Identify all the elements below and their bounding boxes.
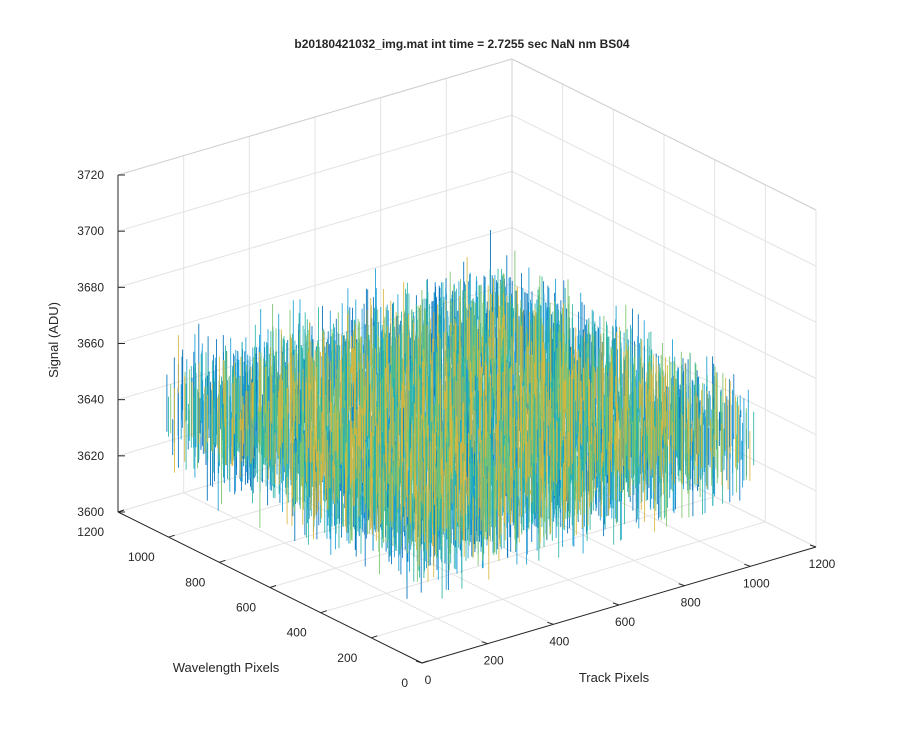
x-tick-label: 1000 xyxy=(743,576,770,590)
y-tick-label: 600 xyxy=(236,601,256,615)
surface-data xyxy=(166,230,755,599)
z-tick-label: 3620 xyxy=(77,449,104,463)
z-tick-label: 3600 xyxy=(77,505,104,519)
back-wall-gridline-z xyxy=(117,170,513,288)
floor-gridline-y xyxy=(269,471,665,588)
side-wall-gridline-z xyxy=(511,170,817,323)
box-edge xyxy=(117,58,513,176)
y-tick xyxy=(421,660,429,664)
x-tick-label: 800 xyxy=(681,596,701,610)
y-tick xyxy=(219,559,226,563)
z-tick-label: 3720 xyxy=(77,168,104,182)
x-tick xyxy=(612,602,620,606)
y-tick-label: 1000 xyxy=(128,550,155,564)
x-tick-label: 600 xyxy=(615,615,635,629)
y-tick xyxy=(269,585,277,588)
y-tick-label: 1200 xyxy=(77,525,104,539)
x-tick xyxy=(809,544,817,548)
y-tick xyxy=(371,635,378,639)
side-wall-gridline-z xyxy=(511,114,817,267)
side-wall-gridline-z xyxy=(511,227,817,379)
y-tick-label: 800 xyxy=(185,575,205,589)
floor-gridline-y xyxy=(320,496,715,614)
y-tick-label: 0 xyxy=(401,676,408,690)
y-tick xyxy=(168,534,175,538)
chart-title: b20180421032_img.mat int time = 2.7255 s… xyxy=(294,37,630,51)
back-wall-gridline-z xyxy=(117,227,513,344)
surface-spikes-color-4 xyxy=(174,257,751,582)
floor-gridline-y xyxy=(371,521,766,639)
z-axis-label: Signal (ADU) xyxy=(46,302,61,378)
x-tick xyxy=(678,583,685,587)
z-tick-label: 3680 xyxy=(77,280,104,294)
y-axis-label: Wavelength Pixels xyxy=(173,660,280,675)
x-tick xyxy=(547,621,554,625)
x-tick-label: 200 xyxy=(484,654,504,668)
z-tick-label: 3660 xyxy=(77,337,104,351)
axis-labels: b20180421032_img.mat int time = 2.7255 s… xyxy=(46,37,836,690)
x-tick-label: 0 xyxy=(425,673,432,687)
y-tick xyxy=(320,610,327,614)
x-tick xyxy=(744,563,751,567)
y-tick-label: 400 xyxy=(287,626,307,640)
z-tick-label: 3700 xyxy=(77,224,104,238)
box-edge xyxy=(511,58,817,211)
back-wall-gridline-z xyxy=(117,114,513,232)
y-tick-label: 200 xyxy=(337,651,357,665)
axes xyxy=(117,174,817,664)
z-tick-label: 3640 xyxy=(77,393,104,407)
x-tick xyxy=(415,660,423,664)
x-tick xyxy=(481,641,488,645)
x-tick-label: 1200 xyxy=(809,557,836,571)
x-axis-label: Track Pixels xyxy=(579,670,650,685)
x-tick-label: 400 xyxy=(549,634,569,648)
